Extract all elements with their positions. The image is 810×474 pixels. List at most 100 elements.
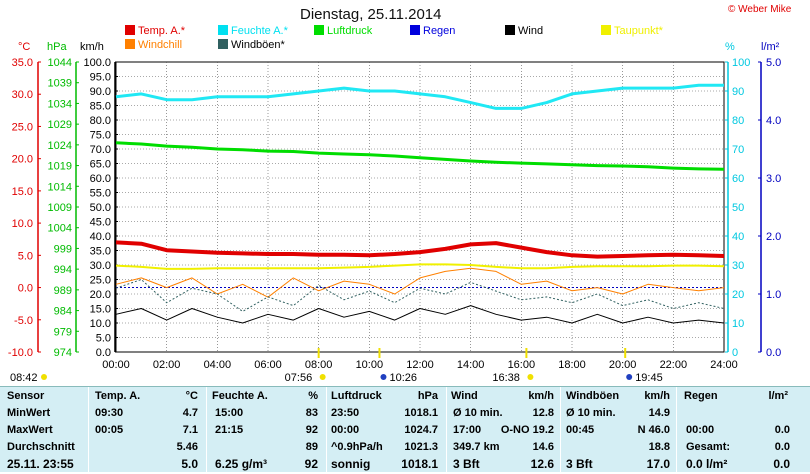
stats-header-cell: Temp. A. (95, 390, 141, 402)
rain-tick-label: 5.0 (766, 57, 781, 69)
legend-swatch (218, 25, 228, 35)
stats-header-cell: hPa (417, 390, 438, 402)
rain-tick-label: 2.0 (766, 231, 781, 243)
temp-time: 09:30 (95, 407, 124, 419)
pressure-tick-label: 1029 (48, 119, 72, 131)
wind-tick-label: 45.0 (90, 217, 111, 229)
wind-label: 349.7 km (453, 441, 500, 453)
pressure-tick-label: 1004 (48, 223, 72, 235)
column-separator (88, 387, 89, 472)
series-line-feuchtea (115, 83, 724, 110)
rain-unit-label: l/m² (761, 41, 780, 53)
legend-label: Taupunkt* (614, 25, 664, 37)
rain-value: 0.0 (773, 457, 790, 471)
pressure-value: 1018.1 (401, 457, 438, 471)
copyright-label[interactable]: © Weber Mike (728, 4, 792, 15)
event-time-label: 19:45 (635, 372, 663, 384)
wind-tick-label: 90.0 (90, 86, 111, 98)
humidity-tick-label: 0 (732, 347, 738, 359)
humidity-tick-label: 30 (732, 260, 744, 272)
stats-row-label: MinWert (7, 407, 51, 419)
column-separator (326, 387, 327, 472)
x-tick-label: 24:00 (710, 359, 738, 371)
wind-tick-label: 60.0 (90, 173, 111, 185)
wind-tick-label: 10.0 (90, 318, 111, 330)
series-line-taupunkt (115, 263, 725, 270)
x-tick-label: 10:00 (356, 359, 384, 371)
wind-tick-label: 35.0 (90, 246, 111, 258)
chart-canvas: 35.0 30.0 25.0 20.0 15.0 10.0 5.0 0.0 -5.0 -10.0 1… (8, 25, 781, 384)
temp-tick-label: 25.0 (12, 121, 33, 133)
humidity-tick-label: 50 (732, 202, 744, 214)
moonset-icon (626, 374, 633, 380)
pressure-tick-label: 1019 (48, 161, 72, 173)
pressure-value: 1024.7 (404, 424, 438, 436)
stats-row-label: Durchschnitt (7, 441, 75, 453)
gust-value: 18.8 (648, 441, 670, 453)
stats-row: Durchschnitt 5.46 89 ^0.9hPa/h 1021.3 349.7 k… (0, 441, 810, 458)
x-tick-label: 08:00 (305, 359, 333, 371)
wind-tick-label: 95.0 (90, 72, 111, 84)
gust-value: 17.0 (646, 457, 670, 471)
wind-label: 3 Bft (453, 457, 480, 471)
rain-tick-label: 3.0 (766, 173, 781, 185)
pressure-tick-label: 994 (54, 264, 72, 276)
stats-header-cell: Feuchte A. (212, 390, 268, 402)
humidity-time: 15:00 (215, 407, 244, 419)
wind-label: 17:00 (453, 424, 482, 436)
legend-swatch (410, 25, 420, 35)
temp-tick-label: 15.0 (12, 186, 33, 198)
series-line-luftdruck (115, 141, 725, 171)
legend-swatch (601, 25, 611, 35)
x-tick-label: 12:00 (406, 359, 434, 371)
legend-swatch (314, 25, 324, 35)
wind-tick-label: 25.0 (90, 275, 111, 287)
pressure-tick-label: 1009 (48, 202, 72, 214)
series-line-tempa (115, 240, 725, 259)
x-tick-label: 16:00 (508, 359, 536, 371)
legend-swatch (505, 25, 515, 35)
wind-tick-label: 75.0 (90, 130, 111, 142)
humidity-tick-label: 40 (732, 231, 744, 243)
rain-value: 0.0 (774, 424, 790, 436)
temp-unit-label: °C (18, 41, 30, 53)
x-tick-label: 20:00 (609, 359, 637, 371)
temp-time: 00:05 (95, 424, 124, 436)
temp-tick-label: 30.0 (12, 89, 33, 101)
legend-swatch (125, 25, 135, 35)
sunrise-icon (319, 374, 326, 380)
wind-tick-label: 65.0 (90, 159, 111, 171)
stats-header-cell: Windböen (566, 390, 620, 402)
pressure-tick-label: 1024 (48, 140, 72, 152)
wind-tick-label: 50.0 (90, 202, 111, 214)
legend-label: Windchill (138, 39, 182, 51)
rain-tick-label: 0.0 (766, 347, 781, 359)
wind-tick-label: 85.0 (90, 101, 111, 113)
legend-swatch (218, 39, 228, 49)
pressure-tick-label: 1039 (48, 78, 72, 90)
stats-row-label: MaxWert (7, 424, 53, 436)
column-separator (206, 387, 207, 472)
humidity-time: 6.25 g/m³ (215, 457, 268, 471)
wind-tick-label: 15.0 (90, 304, 111, 316)
pressure-time: sonnig (331, 457, 371, 471)
weather-chart: Dienstag, 25.11.2014 © Weber Mike 35.0 30… (8, 4, 792, 384)
rain-tick-label: 1.0 (766, 289, 781, 301)
wind-tick-label: 20.0 (90, 289, 111, 301)
humidity-tick-label: 70 (732, 144, 744, 156)
gust-label: 3 Bft (566, 457, 593, 471)
stats-header-cell: Luftdruck (331, 390, 382, 402)
series-line-wind (115, 305, 725, 324)
rain-label: Gesamt: (686, 441, 731, 453)
x-tick-label: 18:00 (558, 359, 586, 371)
legend-label: Temp. A.* (138, 25, 186, 37)
pressure-time: ^0.9hPa/h (331, 441, 383, 453)
humidity-value: 83 (305, 407, 318, 419)
pressure-tick-label: 989 (54, 285, 72, 297)
x-tick-label: 14:00 (457, 359, 485, 371)
temp-tick-label: 5.0 (18, 250, 33, 262)
pressure-value: 1018.1 (404, 407, 438, 419)
pressure-tick-label: 999 (54, 243, 72, 255)
humidity-tick-label: 80 (732, 115, 744, 127)
legend-label: Windböen* (231, 39, 286, 51)
